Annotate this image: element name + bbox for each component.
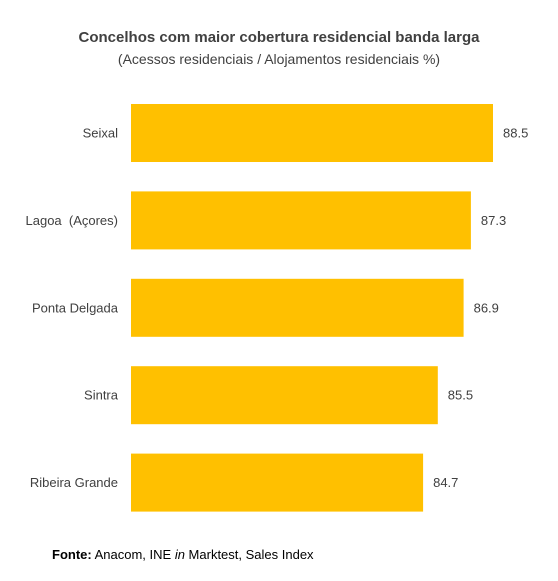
bar-4 <box>131 366 438 425</box>
bar-1 <box>131 104 493 162</box>
category-label: Sintra <box>84 388 119 403</box>
chart-subtitle: (Acessos residenciais / Alojamentos resi… <box>117 51 441 67</box>
bar-5 <box>131 453 424 512</box>
data-label: 85.5 <box>448 388 473 403</box>
chart-title: Concelhos com maior cobertura residencia… <box>78 29 480 46</box>
data-label: 87.3 <box>481 213 506 228</box>
source-label: Fonte: <box>52 547 92 562</box>
source-note: Fonte: Anacom, INE in Marktest, Sales In… <box>52 547 314 562</box>
data-label: 86.9 <box>474 300 499 315</box>
source-text-after: Marktest, Sales Index <box>184 547 314 562</box>
category-label: Seixal <box>83 126 119 141</box>
category-label: Ponta Delgada <box>32 300 119 315</box>
data-label: 88.5 <box>503 126 528 141</box>
source-text-before: Anacom, INE <box>91 547 175 562</box>
category-label: Lagoa (Açores) <box>26 213 119 228</box>
data-label: 84.7 <box>433 475 458 490</box>
category-label: Ribeira Grande <box>30 475 118 490</box>
source-italic: in <box>174 547 185 562</box>
bar-3 <box>131 278 464 337</box>
bar-2 <box>131 191 471 250</box>
